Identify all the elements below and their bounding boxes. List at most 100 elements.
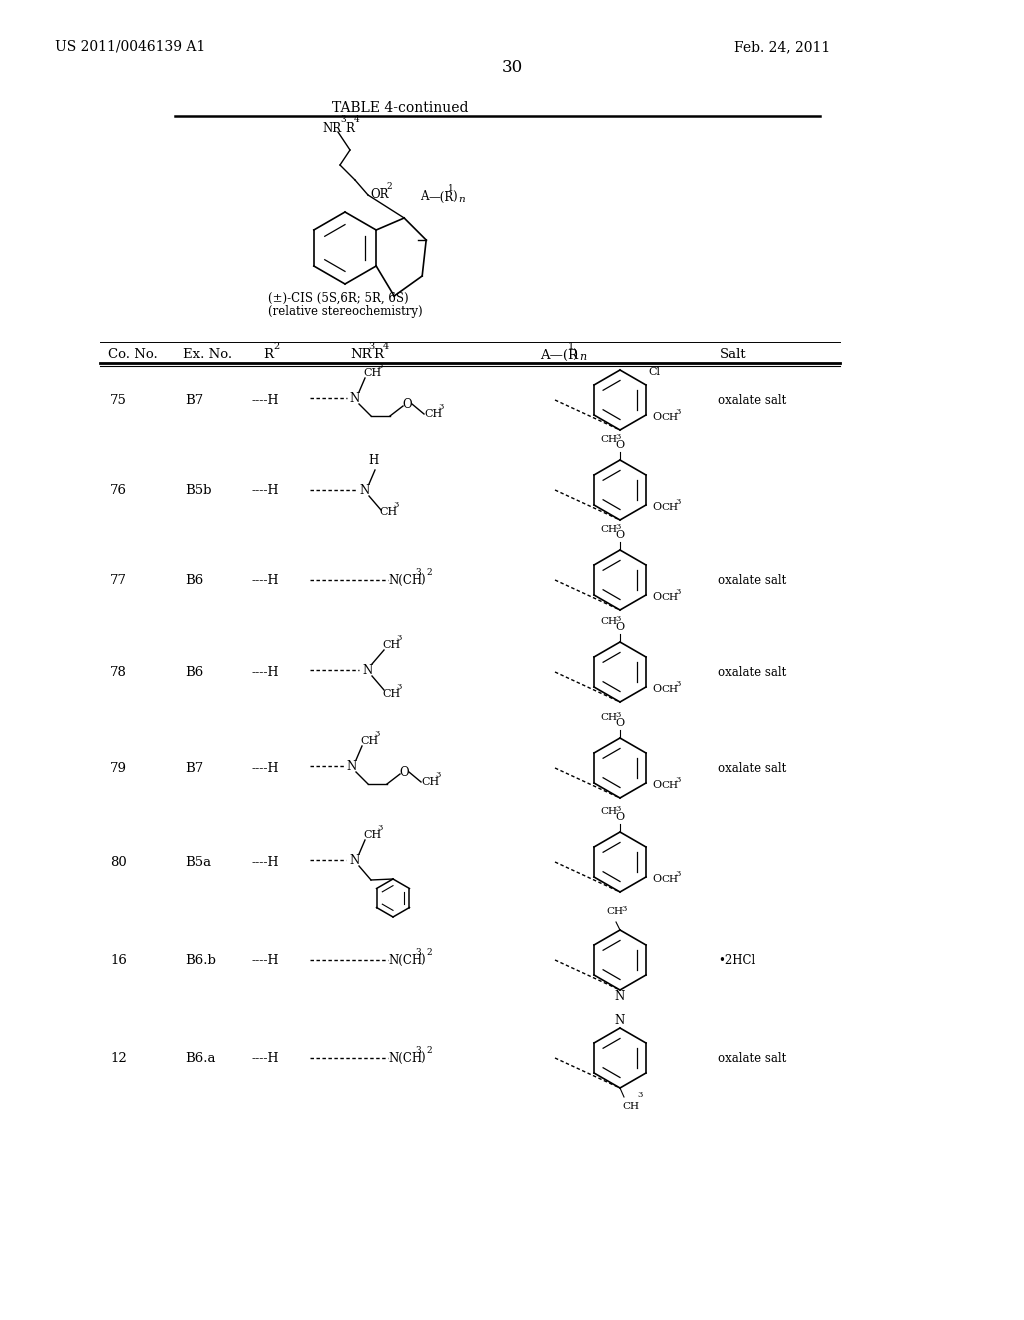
Text: (relative stereochemistry): (relative stereochemistry) <box>268 305 423 318</box>
Text: 1: 1 <box>449 183 454 193</box>
Text: TABLE 4-continued: TABLE 4-continued <box>332 102 468 115</box>
Text: Feb. 24, 2011: Feb. 24, 2011 <box>734 40 830 54</box>
Text: N: N <box>350 392 360 404</box>
Text: CH: CH <box>622 1102 639 1111</box>
Text: H: H <box>368 454 378 467</box>
Text: N: N <box>614 1015 625 1027</box>
Text: n: n <box>458 194 465 203</box>
Text: oxalate salt: oxalate salt <box>718 665 786 678</box>
Text: 3: 3 <box>621 906 627 913</box>
Text: B7: B7 <box>185 762 203 775</box>
Text: N: N <box>614 990 625 1003</box>
Text: ----H: ----H <box>252 665 280 678</box>
Text: 3: 3 <box>675 587 681 595</box>
Text: ----H: ----H <box>252 1052 280 1064</box>
Text: B6: B6 <box>185 665 203 678</box>
Text: 1: 1 <box>568 342 574 351</box>
Text: N(CH: N(CH <box>388 573 422 586</box>
Text: 4: 4 <box>354 115 359 124</box>
Text: CH: CH <box>662 593 678 602</box>
Text: 3: 3 <box>675 776 681 784</box>
Text: O: O <box>652 874 662 884</box>
Text: NR: NR <box>322 121 341 135</box>
Text: ----H: ----H <box>252 855 280 869</box>
Text: 3: 3 <box>615 523 621 531</box>
Text: CH: CH <box>662 503 678 512</box>
Text: O: O <box>615 718 625 729</box>
Text: ): ) <box>572 348 578 362</box>
Text: CH: CH <box>662 875 678 884</box>
Text: CH: CH <box>662 781 678 789</box>
Text: CH: CH <box>424 409 442 418</box>
Text: 3: 3 <box>435 771 440 779</box>
Text: O: O <box>652 412 662 422</box>
Text: CH: CH <box>382 640 400 649</box>
Text: ): ) <box>452 190 457 203</box>
Text: 3: 3 <box>615 711 621 719</box>
Text: 3: 3 <box>415 568 421 577</box>
Text: ----H: ----H <box>252 483 280 496</box>
Text: 3: 3 <box>377 362 382 370</box>
Text: 3: 3 <box>368 342 374 351</box>
Text: 3: 3 <box>637 1092 642 1100</box>
Text: CH: CH <box>362 830 381 840</box>
Text: O: O <box>615 440 625 450</box>
Text: 3: 3 <box>415 948 421 957</box>
Text: A—(R: A—(R <box>540 348 578 362</box>
Text: CH: CH <box>662 413 678 422</box>
Text: •2HCl: •2HCl <box>718 953 756 966</box>
Text: 3: 3 <box>396 682 401 690</box>
Text: N: N <box>347 759 357 772</box>
Text: 2: 2 <box>426 948 432 957</box>
Text: 12: 12 <box>110 1052 127 1064</box>
Text: B7: B7 <box>185 393 203 407</box>
Text: N: N <box>359 483 370 496</box>
Text: ----H: ----H <box>252 573 280 586</box>
Text: CH: CH <box>382 689 400 700</box>
Text: O: O <box>615 622 625 632</box>
Text: 2: 2 <box>426 1045 432 1055</box>
Text: O: O <box>652 685 662 694</box>
Text: B6.a: B6.a <box>185 1052 215 1064</box>
Text: OR: OR <box>370 189 388 202</box>
Text: Ex. No.: Ex. No. <box>183 348 232 362</box>
Text: 3: 3 <box>438 403 443 411</box>
Text: CH: CH <box>600 525 617 535</box>
Text: NR: NR <box>350 348 372 362</box>
Text: ): ) <box>420 953 425 966</box>
Text: 77: 77 <box>110 573 127 586</box>
Text: N(CH: N(CH <box>388 953 422 966</box>
Text: 30: 30 <box>502 59 522 77</box>
Text: N: N <box>350 854 360 866</box>
Text: 3: 3 <box>675 408 681 416</box>
Text: CH: CH <box>662 685 678 694</box>
Text: CH: CH <box>606 907 623 916</box>
Text: CH: CH <box>600 713 617 722</box>
Text: n: n <box>579 352 586 362</box>
Text: R: R <box>263 348 273 362</box>
Text: O: O <box>615 531 625 540</box>
Text: CH: CH <box>360 737 378 746</box>
Text: 75: 75 <box>110 393 127 407</box>
Text: 16: 16 <box>110 953 127 966</box>
Text: 3: 3 <box>615 615 621 623</box>
Text: O: O <box>615 812 625 822</box>
Text: 80: 80 <box>110 855 127 869</box>
Text: O: O <box>652 503 662 512</box>
Text: CH: CH <box>600 807 617 816</box>
Text: 3: 3 <box>675 870 681 878</box>
Text: 76: 76 <box>110 483 127 496</box>
Text: N(CH: N(CH <box>388 1052 422 1064</box>
Text: CH: CH <box>600 616 617 626</box>
Text: 4: 4 <box>383 342 389 351</box>
Text: 3: 3 <box>415 1045 421 1055</box>
Text: 3: 3 <box>675 498 681 506</box>
Text: O: O <box>399 766 409 779</box>
Text: CH: CH <box>421 777 439 787</box>
Text: 3: 3 <box>615 433 621 441</box>
Text: CH: CH <box>600 436 617 444</box>
Text: 3: 3 <box>377 824 382 832</box>
Text: ): ) <box>420 573 425 586</box>
Text: 3: 3 <box>393 502 398 510</box>
Text: oxalate salt: oxalate salt <box>718 1052 786 1064</box>
